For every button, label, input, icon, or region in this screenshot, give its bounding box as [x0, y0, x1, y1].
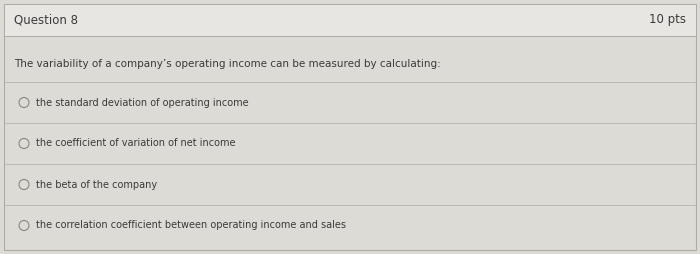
Text: 10 pts: 10 pts	[649, 13, 686, 26]
Text: Question 8: Question 8	[14, 13, 78, 26]
Text: the standard deviation of operating income: the standard deviation of operating inco…	[36, 98, 248, 107]
Text: The variability of a company’s operating income can be measured by calculating:: The variability of a company’s operating…	[14, 59, 441, 69]
Text: the correlation coefficient between operating income and sales: the correlation coefficient between oper…	[36, 220, 346, 230]
Text: the coefficient of variation of net income: the coefficient of variation of net inco…	[36, 138, 235, 149]
Bar	[4, 4, 696, 36]
Text: the beta of the company: the beta of the company	[36, 180, 157, 189]
